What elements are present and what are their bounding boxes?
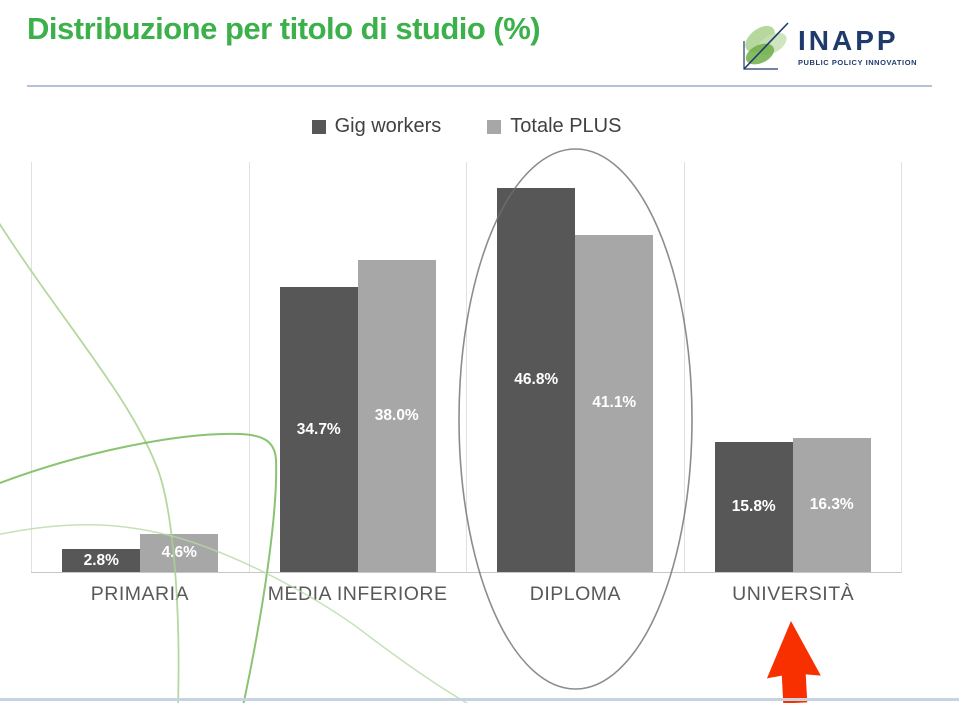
bar-value-label: 4.6% bbox=[161, 544, 197, 562]
legend-swatch-icon bbox=[487, 119, 502, 134]
chart-legend: Gig workers Totale PLUS bbox=[31, 115, 902, 138]
bar-value-label: 16.3% bbox=[809, 496, 854, 514]
category-cell: 15.8% 16.3% bbox=[683, 162, 902, 572]
bar: 41.1% bbox=[575, 234, 654, 572]
bar-value-label: 15.8% bbox=[731, 498, 776, 516]
inapp-logo-tagline: PUBLIC POLICY INNOVATION bbox=[798, 58, 918, 67]
bar-value-label: 34.7% bbox=[296, 420, 341, 438]
legend-label: Gig workers bbox=[334, 115, 442, 137]
bar: 16.3% bbox=[792, 438, 871, 572]
page-title: Distribuzione per titolo di studio (%) bbox=[27, 11, 541, 46]
legend-item: Gig workers bbox=[311, 115, 442, 138]
category-label: PRIMARIA bbox=[90, 583, 189, 605]
category-cell: 46.8% 41.1% bbox=[466, 162, 684, 572]
category-axis-labels: PRIMARIA MEDIA INFERIORE DIPLOMA UNIVERSITÀ bbox=[31, 583, 902, 606]
bar-value-label: 38.0% bbox=[374, 407, 419, 425]
slide-footer-rule bbox=[0, 698, 959, 701]
bar: 46.8% bbox=[497, 188, 576, 572]
category-label: MEDIA INFERIORE bbox=[267, 583, 448, 605]
legend-item: Totale PLUS bbox=[487, 115, 621, 138]
category-cell: 2.8% 4.6% bbox=[31, 162, 249, 572]
bar: 15.8% bbox=[714, 442, 793, 572]
inapp-leaf-icon bbox=[743, 22, 789, 70]
inapp-logo-name: INAPP bbox=[798, 25, 899, 56]
bar-value-label: 46.8% bbox=[514, 371, 559, 389]
bar: 34.7% bbox=[279, 287, 358, 572]
category-cell: 34.7% 38.0% bbox=[248, 162, 467, 572]
bar: 38.0% bbox=[357, 260, 436, 572]
plot-area: 2.8% 4.6% 34.7% 38.0% 46.8% 41.1% 15.8% 16.3% bbox=[31, 162, 902, 573]
category-label: UNIVERSITÀ bbox=[732, 583, 855, 605]
inapp-logo: INAPP PUBLIC POLICY INNOVATION bbox=[738, 16, 938, 78]
title-underline bbox=[27, 85, 932, 87]
legend-swatch-icon bbox=[311, 119, 326, 134]
bar-value-label: 2.8% bbox=[83, 551, 119, 569]
bar: 4.6% bbox=[140, 534, 219, 572]
bar: 2.8% bbox=[62, 549, 141, 572]
inapp-logo-text: INAPP PUBLIC POLICY INNOVATION bbox=[798, 25, 918, 68]
category-label: DIPLOMA bbox=[529, 583, 622, 605]
legend-label: Totale PLUS bbox=[510, 115, 622, 137]
bar-value-label: 41.1% bbox=[592, 394, 637, 412]
